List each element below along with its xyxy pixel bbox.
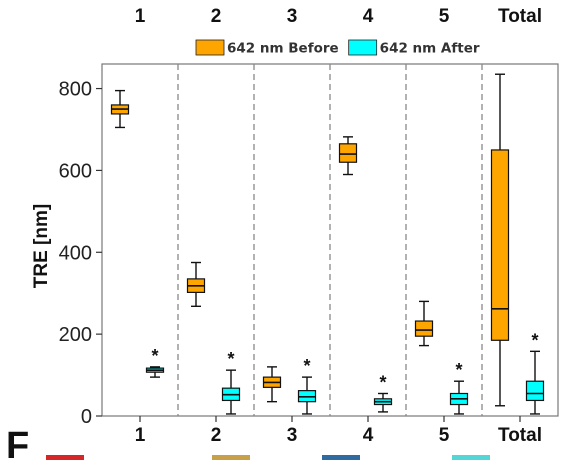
box-after-Total: * bbox=[525, 330, 545, 415]
x-tick-label: 1 bbox=[135, 425, 146, 446]
significance-star: * bbox=[379, 372, 386, 392]
box-before-Total bbox=[490, 73, 510, 407]
x-tick-label: 2 bbox=[211, 425, 222, 446]
significance-star: * bbox=[455, 360, 462, 380]
remnant-swatch-blue bbox=[322, 455, 360, 460]
significance-star: * bbox=[303, 356, 310, 376]
significance-star: * bbox=[531, 330, 538, 350]
box-after-4: * bbox=[373, 372, 393, 413]
box-after-5: * bbox=[449, 360, 469, 415]
legend-label: 642 nm After bbox=[380, 41, 480, 57]
top-group-labels: 1 2 3 4 5 Total bbox=[135, 6, 542, 27]
x-tick-label: 5 bbox=[439, 425, 450, 446]
remnant-swatch-tan bbox=[212, 455, 250, 460]
y-axis-title: TRE [nm] bbox=[31, 204, 52, 288]
box-body bbox=[490, 149, 510, 341]
x-axis: 1 2 3 4 5 Total bbox=[135, 416, 542, 446]
box-body bbox=[338, 143, 358, 163]
top-group-label: 3 bbox=[287, 6, 298, 27]
plot-area: * * * * * * bbox=[101, 63, 559, 417]
top-group-label: 5 bbox=[439, 6, 450, 27]
top-group-label: 4 bbox=[363, 6, 374, 27]
legend: 642 nm Before 642 nm After bbox=[195, 39, 480, 57]
x-tick-label: Total bbox=[498, 425, 542, 446]
y-tick-label: 0 bbox=[81, 406, 92, 428]
box-before-3 bbox=[262, 366, 282, 403]
legend-swatch bbox=[348, 39, 378, 56]
box-body bbox=[525, 380, 545, 402]
box-after-2: * bbox=[221, 349, 241, 415]
panel-letter: F bbox=[6, 425, 29, 460]
box-after-3: * bbox=[297, 356, 317, 415]
legend-swatch bbox=[195, 39, 225, 56]
bottom-legend-remnant bbox=[46, 455, 490, 460]
y-tick-label: 800 bbox=[59, 79, 92, 101]
box-before-2 bbox=[186, 261, 206, 308]
significance-star: * bbox=[151, 346, 158, 366]
remnant-swatch-red bbox=[46, 455, 84, 460]
top-group-label: Total bbox=[498, 6, 542, 27]
x-tick-label: 4 bbox=[363, 425, 374, 446]
y-tick-label: 200 bbox=[59, 324, 92, 346]
y-tick-label: 600 bbox=[59, 160, 92, 182]
legend-label: 642 nm Before bbox=[227, 41, 339, 57]
box-body bbox=[414, 320, 434, 337]
box-before-1 bbox=[110, 89, 130, 129]
box-before-4 bbox=[338, 136, 358, 176]
top-group-label: 1 bbox=[135, 6, 146, 27]
x-tick-label: 3 bbox=[287, 425, 298, 446]
significance-star: * bbox=[227, 349, 234, 369]
top-group-label: 2 bbox=[211, 6, 222, 27]
box-before-5 bbox=[414, 300, 434, 347]
y-tick-label: 400 bbox=[59, 242, 92, 264]
remnant-swatch-teal bbox=[452, 455, 490, 460]
y-axis: 0 200 400 600 800 bbox=[59, 79, 102, 428]
box-after-1: * bbox=[145, 346, 165, 378]
